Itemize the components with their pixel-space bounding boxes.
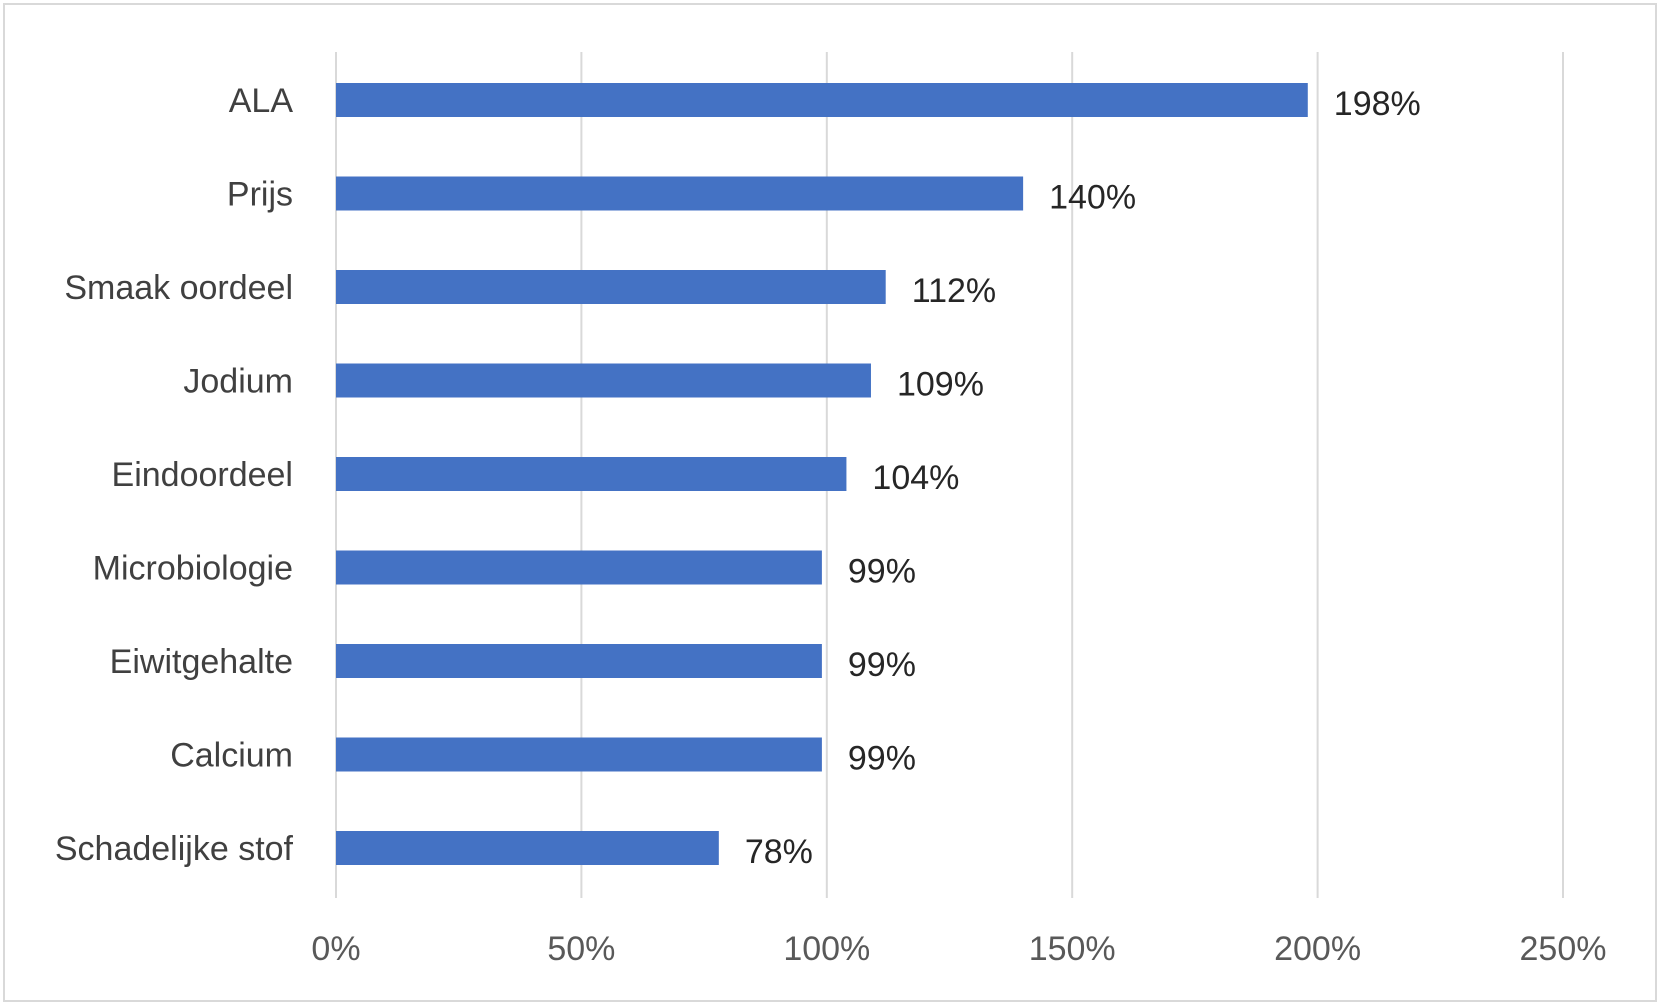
category-label: Jodium	[183, 362, 293, 400]
chart-area	[3, 3, 1657, 1002]
bar	[336, 457, 847, 491]
x-tick-label: 50%	[547, 930, 615, 968]
data-labels: 198% 140% 112% 109% 104% 99% 99% 99% 78%	[745, 85, 1421, 871]
category-label: Eiwitgehalte	[110, 643, 293, 681]
data-label: 140%	[1049, 178, 1136, 216]
category-label: Schadelijke stof	[55, 830, 294, 868]
data-label: 99%	[848, 552, 916, 590]
x-tick-label: 0%	[311, 930, 360, 968]
bar	[336, 176, 1024, 211]
bar	[336, 83, 1308, 117]
x-tick-label: 250%	[1520, 930, 1607, 968]
category-label: Smaak oordeel	[64, 269, 293, 307]
category-label: Microbiologie	[93, 549, 293, 587]
data-label: 99%	[848, 739, 916, 777]
x-tick-label: 200%	[1274, 930, 1361, 968]
bar	[336, 737, 822, 772]
x-tick-label: 100%	[783, 930, 870, 968]
bars	[336, 83, 1308, 865]
data-label: 109%	[897, 365, 984, 403]
category-label: Eindoordeel	[112, 456, 293, 494]
data-label: 104%	[872, 459, 959, 497]
bar	[336, 363, 871, 398]
category-label: Prijs	[227, 175, 293, 213]
x-tick-label: 150%	[1029, 930, 1116, 968]
category-label: Calcium	[170, 736, 293, 774]
bar	[336, 270, 886, 304]
bar	[336, 644, 822, 678]
data-label: 112%	[912, 272, 996, 310]
category-labels: ALA Prijs Smaak oordeel Jodium Eindoordeel Mi…	[55, 82, 294, 868]
bar	[336, 550, 822, 585]
x-axis-tick-labels: 0% 50% 100% 150% 200% 250%	[311, 930, 1606, 968]
data-label: 99%	[848, 646, 916, 684]
category-label: ALA	[229, 82, 294, 120]
data-label: 78%	[745, 833, 813, 871]
data-label: 198%	[1334, 85, 1421, 123]
bar	[336, 831, 719, 865]
